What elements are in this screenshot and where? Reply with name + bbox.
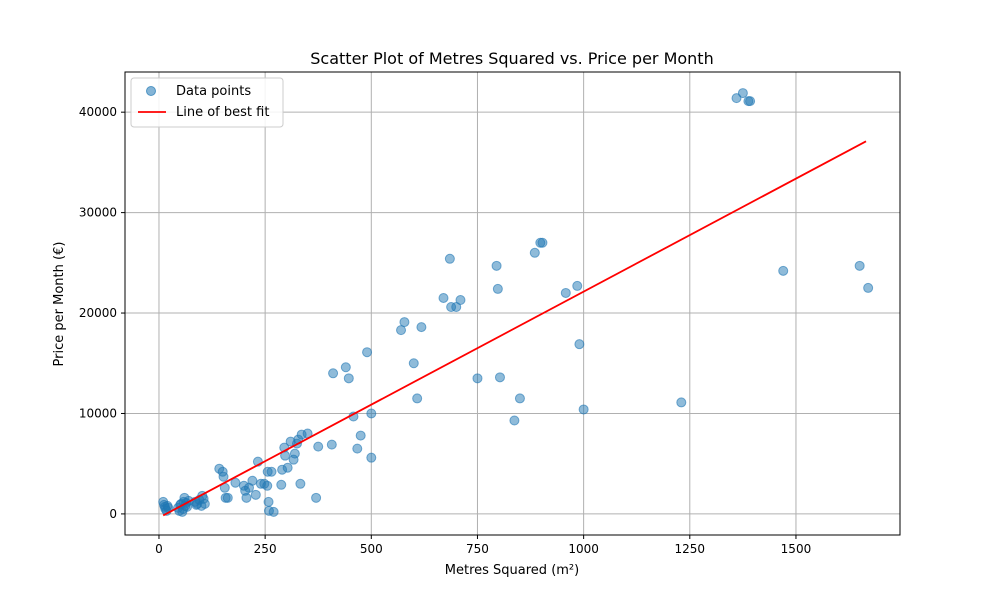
x-tick-label: 1250 <box>675 542 706 556</box>
data-points-group <box>158 88 874 517</box>
data-point <box>266 466 277 477</box>
y-tick-label: 30000 <box>79 206 117 220</box>
x-tick-label: 500 <box>360 542 383 556</box>
legend-box <box>130 77 284 128</box>
data-point <box>326 439 337 450</box>
data-point <box>399 317 410 328</box>
x-axis-label: Metres Squared (m²) <box>445 563 579 578</box>
data-point <box>412 393 423 404</box>
data-point <box>282 462 293 473</box>
x-tick-label: 0 <box>155 542 163 556</box>
data-point <box>355 430 366 441</box>
data-point <box>262 480 273 491</box>
data-point <box>311 492 322 503</box>
data-point <box>340 362 351 373</box>
data-point <box>438 292 449 303</box>
data-point <box>514 393 525 404</box>
data-point <box>863 282 874 293</box>
data-point <box>574 339 585 350</box>
data-point <box>455 294 466 305</box>
data-point <box>578 404 589 415</box>
data-point <box>737 88 748 99</box>
data-point <box>778 265 789 276</box>
data-point <box>328 368 339 379</box>
data-point <box>745 96 756 107</box>
data-point <box>572 280 583 291</box>
data-point <box>241 492 252 503</box>
data-point <box>218 471 229 482</box>
data-point <box>295 478 306 489</box>
plot-frame <box>124 71 901 536</box>
x-tick-label: 1000 <box>568 542 599 556</box>
data-point <box>313 441 324 452</box>
legend-label-points: Data points <box>176 84 251 99</box>
data-point <box>854 260 865 271</box>
data-point <box>366 452 377 463</box>
data-point <box>416 322 427 333</box>
data-point <box>362 347 373 358</box>
best-fit-line-group <box>162 140 867 517</box>
data-point <box>250 489 261 500</box>
axis-ticks: 0 250 500 750 1000 1250 1500 0 10000 20000 30000 40… <box>79 105 811 556</box>
legend: Data points Line of best fit <box>130 77 284 128</box>
data-point <box>222 492 233 503</box>
y-tick-label: 0 <box>109 507 117 521</box>
data-point <box>276 479 287 490</box>
data-point <box>366 408 377 419</box>
data-point <box>529 247 540 258</box>
data-point <box>230 477 241 488</box>
data-point <box>472 373 483 384</box>
data-point <box>343 373 354 384</box>
data-point <box>492 283 503 294</box>
best-fit-line <box>162 140 867 517</box>
legend-label-line: Line of best fit <box>176 105 269 120</box>
y-tick-label: 20000 <box>79 306 117 320</box>
data-point <box>247 475 258 486</box>
data-point <box>676 397 687 408</box>
y-tick-label: 10000 <box>79 406 117 420</box>
data-point <box>352 443 363 454</box>
data-point <box>263 496 274 507</box>
data-point <box>444 253 455 264</box>
data-point <box>537 237 548 248</box>
plot-area <box>125 72 900 535</box>
data-point <box>199 498 210 509</box>
legend-marker-points <box>146 86 156 96</box>
data-point <box>560 287 571 298</box>
x-tick-label: 750 <box>466 542 489 556</box>
data-point <box>408 358 419 369</box>
data-point <box>289 448 300 459</box>
x-tick-label: 1500 <box>781 542 812 556</box>
chart-title: Scatter Plot of Metres Squared vs. Price… <box>310 49 713 68</box>
data-point <box>491 260 502 271</box>
x-tick-label: 250 <box>254 542 277 556</box>
data-point <box>268 506 279 517</box>
y-axis-label: Price per Month (€) <box>52 242 67 367</box>
y-tick-label: 40000 <box>79 105 117 119</box>
data-point <box>509 415 520 426</box>
data-point <box>494 372 505 383</box>
